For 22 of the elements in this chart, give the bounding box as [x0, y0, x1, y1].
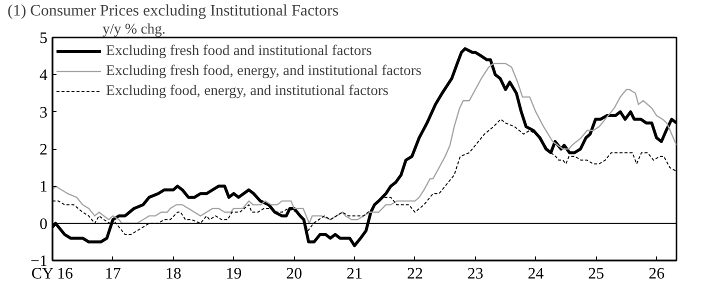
x-tick-label: 24 [528, 266, 544, 282]
y-tick-label: 4 [40, 67, 48, 84]
y-axis-title: y/y % chg. [102, 22, 166, 38]
legend-label: Excluding fresh food and institutional factors [106, 42, 372, 60]
x-tick-label: 17 [104, 266, 121, 282]
x-tick-label: 20 [286, 266, 302, 282]
legend-label: Excluding food, energy, and institutional factors [106, 82, 388, 100]
chart-title: (1) Consumer Prices excluding Institutional Factors [8, 2, 339, 20]
x-tick-label: CY 16 [31, 266, 74, 282]
x-tick-label: 25 [588, 266, 604, 282]
x-tick-label: 22 [406, 266, 423, 282]
legend-label: Excluding fresh food, energy, and institutional factors [106, 62, 422, 80]
x-tick-label: 23 [467, 266, 484, 282]
y-tick-label: 1 [40, 178, 48, 196]
y-tick-label: 3 [40, 104, 48, 122]
x-tick-label: 26 [648, 266, 665, 282]
x-tick-label: 19 [226, 266, 242, 282]
x-tick-label: 21 [346, 266, 363, 282]
y-tick-label: 2 [40, 142, 48, 158]
y-tick-label: 0 [40, 216, 48, 233]
y-tick-label: 5 [40, 30, 48, 47]
x-tick-label: 18 [165, 266, 182, 282]
